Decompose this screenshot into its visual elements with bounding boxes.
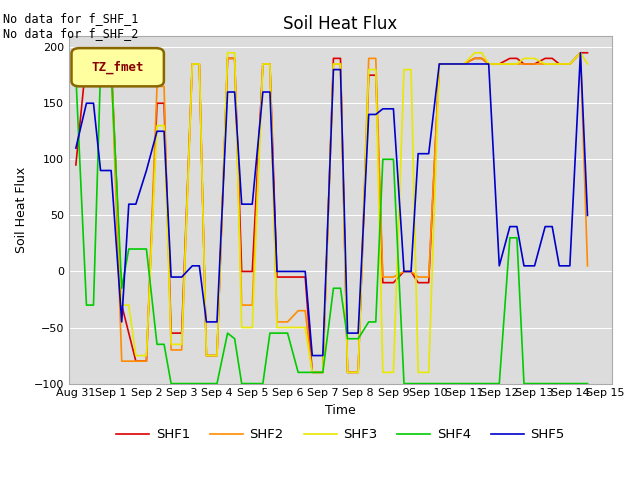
SHF3: [153, 123, 161, 129]
FancyBboxPatch shape: [72, 48, 164, 86]
SHF4: [132, 246, 140, 252]
SHF4: [167, 381, 175, 386]
SHF5: [90, 100, 97, 106]
SHF4: [460, 381, 468, 386]
SHF2: [153, 84, 161, 89]
SHF1: [72, 162, 80, 168]
Y-axis label: Soil Heat Flux: Soil Heat Flux: [15, 167, 28, 253]
SHF1: [584, 50, 591, 56]
Line: SHF5: SHF5: [76, 53, 588, 356]
SHF5: [72, 145, 80, 151]
SHF5: [153, 128, 161, 134]
SHF2: [203, 353, 211, 359]
SHF4: [90, 302, 97, 308]
SHF5: [125, 201, 132, 207]
SHF1: [308, 370, 316, 375]
SHF4: [97, 67, 104, 72]
Text: No data for f_SHF_1
No data for f_SHF_2: No data for f_SHF_1 No data for f_SHF_2: [3, 12, 139, 40]
Text: TZ_fmet: TZ_fmet: [92, 60, 144, 74]
Line: SHF1: SHF1: [76, 53, 588, 372]
SHF1: [203, 353, 211, 359]
SHF1: [90, 56, 97, 61]
SHF2: [72, 56, 80, 61]
SHF5: [584, 213, 591, 218]
SHF2: [584, 263, 591, 269]
SHF2: [90, 56, 97, 61]
SHF3: [203, 353, 211, 359]
SHF3: [90, 61, 97, 67]
SHF3: [125, 302, 132, 308]
SHF4: [355, 336, 362, 342]
SHF3: [584, 61, 591, 67]
SHF5: [344, 330, 351, 336]
Line: SHF2: SHF2: [76, 53, 588, 372]
SHF5: [449, 61, 457, 67]
Line: SHF3: SHF3: [76, 53, 588, 372]
SHF3: [308, 370, 316, 375]
SHF3: [355, 370, 362, 375]
SHF3: [224, 50, 232, 56]
SHF2: [125, 358, 132, 364]
SHF1: [449, 61, 457, 67]
SHF1: [577, 50, 584, 56]
SHF5: [577, 50, 584, 56]
SHF3: [72, 61, 80, 67]
SHF3: [460, 61, 468, 67]
SHF2: [344, 370, 351, 375]
Title: Soil Heat Flux: Soil Heat Flux: [284, 15, 397, 33]
SHF4: [72, 72, 80, 78]
Legend: SHF1, SHF2, SHF3, SHF4, SHF5: SHF1, SHF2, SHF3, SHF4, SHF5: [111, 423, 570, 446]
SHF1: [153, 100, 161, 106]
SHF1: [125, 330, 132, 336]
SHF1: [344, 370, 351, 375]
SHF4: [584, 381, 591, 386]
SHF4: [160, 341, 168, 347]
SHF2: [449, 61, 457, 67]
SHF2: [308, 370, 316, 375]
SHF2: [577, 50, 584, 56]
SHF5: [308, 353, 316, 359]
SHF5: [203, 319, 211, 325]
X-axis label: Time: Time: [325, 404, 356, 417]
SHF4: [224, 330, 232, 336]
Line: SHF4: SHF4: [76, 70, 588, 384]
